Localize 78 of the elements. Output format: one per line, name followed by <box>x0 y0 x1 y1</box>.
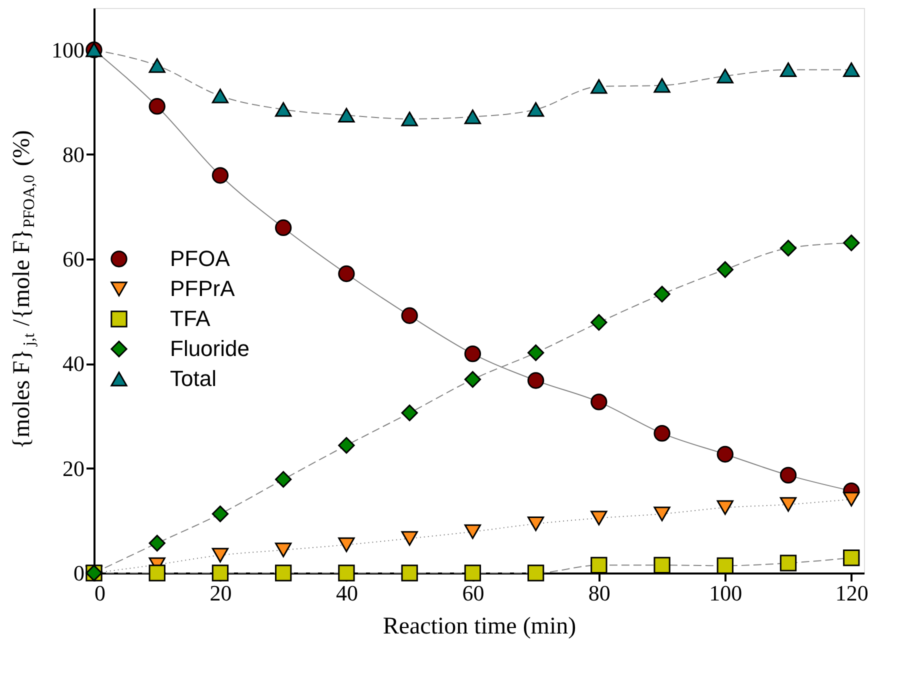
point <box>148 58 166 73</box>
point <box>212 167 229 184</box>
point <box>843 492 860 507</box>
point <box>527 516 544 532</box>
x-tick-label: 0 <box>94 580 106 606</box>
point <box>148 534 166 552</box>
point <box>275 564 292 582</box>
y-tick-label: 60 <box>62 246 84 272</box>
point <box>464 564 482 582</box>
x-tick-label: 40 <box>336 580 358 606</box>
point <box>590 556 608 574</box>
point <box>464 345 482 362</box>
point <box>716 500 734 515</box>
y-tick-label: 100 <box>52 37 84 62</box>
point <box>527 344 544 362</box>
point <box>780 466 797 484</box>
point <box>527 564 544 582</box>
point <box>716 557 734 574</box>
y-axis-title: {moles F}j,t/{mole F}PFOA,0 (%) <box>9 130 38 449</box>
point <box>464 371 482 388</box>
point <box>780 240 797 256</box>
point <box>338 564 355 582</box>
point <box>338 537 355 552</box>
point <box>654 506 670 522</box>
point <box>401 531 418 546</box>
point <box>843 62 860 78</box>
point <box>654 286 670 302</box>
point <box>590 394 608 410</box>
point <box>464 110 482 124</box>
point <box>148 98 166 115</box>
x-tick-label: 20 <box>210 580 232 606</box>
point <box>275 219 292 236</box>
point <box>780 497 797 512</box>
legend-label: Total <box>170 366 216 391</box>
point <box>590 314 608 331</box>
point <box>843 234 860 252</box>
point <box>212 564 229 582</box>
point <box>716 261 734 278</box>
point <box>401 112 418 126</box>
legend-label: PFOA <box>170 246 230 271</box>
point <box>464 524 482 539</box>
point <box>654 425 670 442</box>
y-tick-label: 40 <box>62 351 84 376</box>
x-tick-label: 120 <box>835 580 868 606</box>
y-tick-label: 0 <box>74 560 84 586</box>
point <box>716 446 734 463</box>
point <box>212 88 229 104</box>
point <box>338 108 355 123</box>
point <box>148 564 166 582</box>
legend-label: PFPrA <box>170 276 236 301</box>
point <box>275 542 292 558</box>
x-tick-label: 60 <box>462 580 484 606</box>
point <box>780 554 797 572</box>
x-tick-label: 100 <box>709 580 742 606</box>
point <box>527 372 544 389</box>
point <box>401 404 418 422</box>
x-axis-title: Reaction time (min) <box>382 614 576 640</box>
point <box>338 265 355 282</box>
point <box>401 307 418 324</box>
point <box>275 102 292 117</box>
point <box>212 506 229 522</box>
point <box>716 68 734 84</box>
point <box>212 548 229 563</box>
point <box>338 437 355 454</box>
y-tick-label: 80 <box>62 142 84 167</box>
x-tick-label: 80 <box>588 580 610 606</box>
point <box>275 471 292 488</box>
point <box>401 564 418 582</box>
point <box>654 78 670 93</box>
legend-label: TFA <box>170 306 211 331</box>
point <box>527 102 544 117</box>
point <box>843 549 860 566</box>
legend-label: Fluoride <box>170 336 250 361</box>
point <box>780 62 797 78</box>
y-tick-label: 20 <box>62 456 84 481</box>
point <box>654 556 670 574</box>
point <box>590 510 608 526</box>
point <box>590 79 608 94</box>
